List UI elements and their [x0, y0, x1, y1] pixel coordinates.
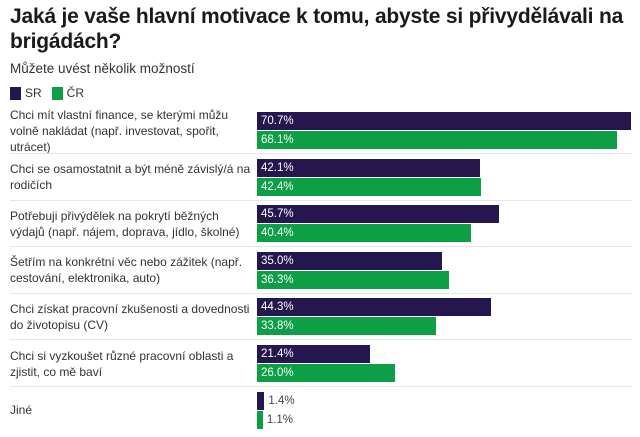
- legend-label-sr: SR: [25, 86, 42, 100]
- category-label: Chci získat pracovní zkušenosti a dovedn…: [10, 301, 250, 332]
- legend-swatch-cr: [51, 86, 63, 100]
- legend-label-cr: ČR: [66, 86, 85, 100]
- data-label: 45.7%: [261, 208, 294, 221]
- data-label: 36.3%: [261, 273, 294, 286]
- bar-cr: [257, 410, 263, 429]
- chart-title: Jaká je vaše hlavní motivace k tomu, aby…: [10, 5, 624, 53]
- bar-sr: [257, 205, 499, 224]
- bar-sr: [257, 251, 443, 270]
- legend-item-sr: SR: [10, 86, 42, 100]
- bar-cr: [257, 177, 482, 196]
- bar-cr: [257, 131, 618, 149]
- bar-sr: [257, 391, 265, 410]
- data-label: 68.1%: [261, 134, 294, 146]
- data-label: 42.1%: [261, 161, 294, 174]
- row-divider: [10, 386, 632, 387]
- category-label: Chci si vyzkoušet různé pracovní oblasti…: [10, 348, 234, 379]
- category-label: Chci se osamostatnit a být méně závislý/…: [10, 162, 251, 193]
- row-divider: [10, 153, 632, 154]
- bar-row: Šetřím na konkrétní věc nebo zážitek (na…: [0, 247, 632, 294]
- data-label: 1.1%: [266, 413, 294, 426]
- category-label: Šetřím na konkrétní věc nebo zážitek (na…: [10, 255, 243, 286]
- category-label: Chci mít vlastní finance, se kterými můž…: [10, 107, 229, 154]
- data-label: 33.8%: [261, 320, 294, 333]
- bar-row: Chci si vyzkoušet různé pracovní oblasti…: [0, 340, 632, 387]
- bar-cr: [257, 364, 395, 382]
- bar-cr: [257, 270, 450, 289]
- data-label: 44.3%: [261, 301, 294, 314]
- bar-row: Potřebuji přivýdělek na pokrytí běžných …: [0, 200, 632, 248]
- data-label: 1.4%: [268, 394, 295, 407]
- data-label: 70.7%: [261, 115, 294, 127]
- bar-sr: [257, 158, 480, 177]
- data-label: 40.4%: [261, 227, 294, 240]
- bar-row: Chci mít vlastní finance, se kterými můž…: [0, 107, 632, 154]
- bar-cr: [257, 317, 436, 336]
- row-divider: [10, 339, 632, 341]
- legend-swatch-sr: [10, 86, 21, 100]
- bar-row: Chci získat pracovní zkušenosti a dovedn…: [0, 293, 632, 341]
- legend-item-cr: ČR: [51, 86, 85, 100]
- row-divider: [10, 292, 632, 294]
- bar-sr: [257, 298, 492, 317]
- bar-sr: [257, 112, 631, 130]
- data-label: 26.0%: [261, 367, 294, 379]
- bar-sr: [257, 345, 371, 363]
- data-label: 42.4%: [261, 180, 294, 193]
- data-label: 21.4%: [261, 348, 294, 360]
- row-divider: [10, 199, 632, 201]
- legend: SR ČR: [10, 86, 94, 100]
- row-divider: [10, 246, 632, 248]
- data-label: 35.0%: [261, 254, 294, 267]
- chart-subtitle: Můžete uvést několik možností: [10, 61, 195, 76]
- bar-cr: [257, 224, 471, 243]
- bar-row: Jiné 1.4% 1.1%: [0, 387, 632, 434]
- category-label: Jiné: [10, 403, 33, 418]
- bar-row: Chci se osamostatnit a být méně závislý/…: [0, 154, 632, 201]
- category-label: Potřebuji přivýdělek na pokrytí běžných …: [10, 208, 240, 239]
